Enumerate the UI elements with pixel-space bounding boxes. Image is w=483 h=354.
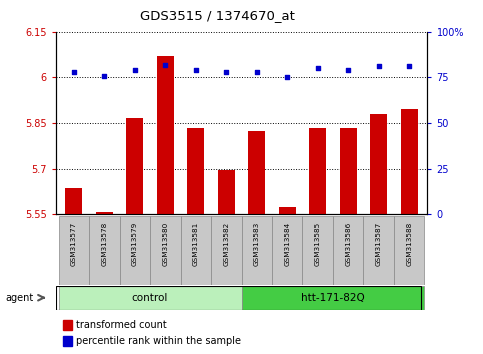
Bar	[363, 216, 394, 285]
Bar	[211, 216, 242, 285]
Point	[314, 65, 322, 71]
Point	[131, 67, 139, 73]
Text: GSM313578: GSM313578	[101, 222, 107, 266]
Bar	[272, 216, 302, 285]
Bar	[187, 127, 204, 214]
Bar	[66, 188, 82, 214]
Bar	[127, 119, 143, 214]
Bar	[248, 131, 265, 214]
Bar	[63, 336, 72, 346]
Bar	[89, 216, 120, 285]
Text: GDS3515 / 1374670_at: GDS3515 / 1374670_at	[140, 9, 295, 22]
Bar	[370, 114, 387, 214]
Text: GSM313580: GSM313580	[162, 222, 168, 266]
Bar	[181, 216, 211, 285]
Bar	[58, 286, 242, 310]
Point	[70, 69, 78, 75]
Bar	[157, 56, 174, 214]
Bar	[218, 170, 235, 214]
Text: GSM313587: GSM313587	[376, 222, 382, 266]
Bar	[333, 216, 363, 285]
Text: GSM313581: GSM313581	[193, 222, 199, 266]
Bar	[150, 216, 181, 285]
Bar	[63, 320, 72, 330]
Text: GSM313582: GSM313582	[223, 222, 229, 266]
Bar	[242, 216, 272, 285]
Point	[344, 67, 352, 73]
Point	[405, 64, 413, 69]
Text: GSM313577: GSM313577	[71, 222, 77, 266]
Text: GSM313586: GSM313586	[345, 222, 351, 266]
Point	[253, 69, 261, 75]
Text: htt-171-82Q: htt-171-82Q	[301, 293, 365, 303]
Bar	[401, 109, 417, 214]
Point	[192, 67, 199, 73]
Text: GSM313584: GSM313584	[284, 222, 290, 266]
Bar	[96, 212, 113, 214]
Text: GSM313588: GSM313588	[406, 222, 412, 266]
Bar	[309, 127, 326, 214]
Text: GSM313583: GSM313583	[254, 222, 260, 266]
Bar	[120, 216, 150, 285]
Point	[161, 62, 169, 68]
Text: control: control	[132, 293, 168, 303]
Text: GSM313585: GSM313585	[315, 222, 321, 266]
Text: transformed count: transformed count	[76, 320, 167, 330]
Bar	[394, 216, 425, 285]
Bar	[340, 127, 356, 214]
Bar	[58, 216, 89, 285]
Point	[284, 75, 291, 80]
Point	[100, 73, 108, 79]
Bar	[279, 207, 296, 214]
Bar	[242, 286, 425, 310]
Text: percentile rank within the sample: percentile rank within the sample	[76, 336, 241, 346]
Text: GSM313579: GSM313579	[132, 222, 138, 266]
Point	[222, 69, 230, 75]
Text: agent: agent	[6, 293, 34, 303]
Bar	[302, 216, 333, 285]
Point	[375, 64, 383, 69]
